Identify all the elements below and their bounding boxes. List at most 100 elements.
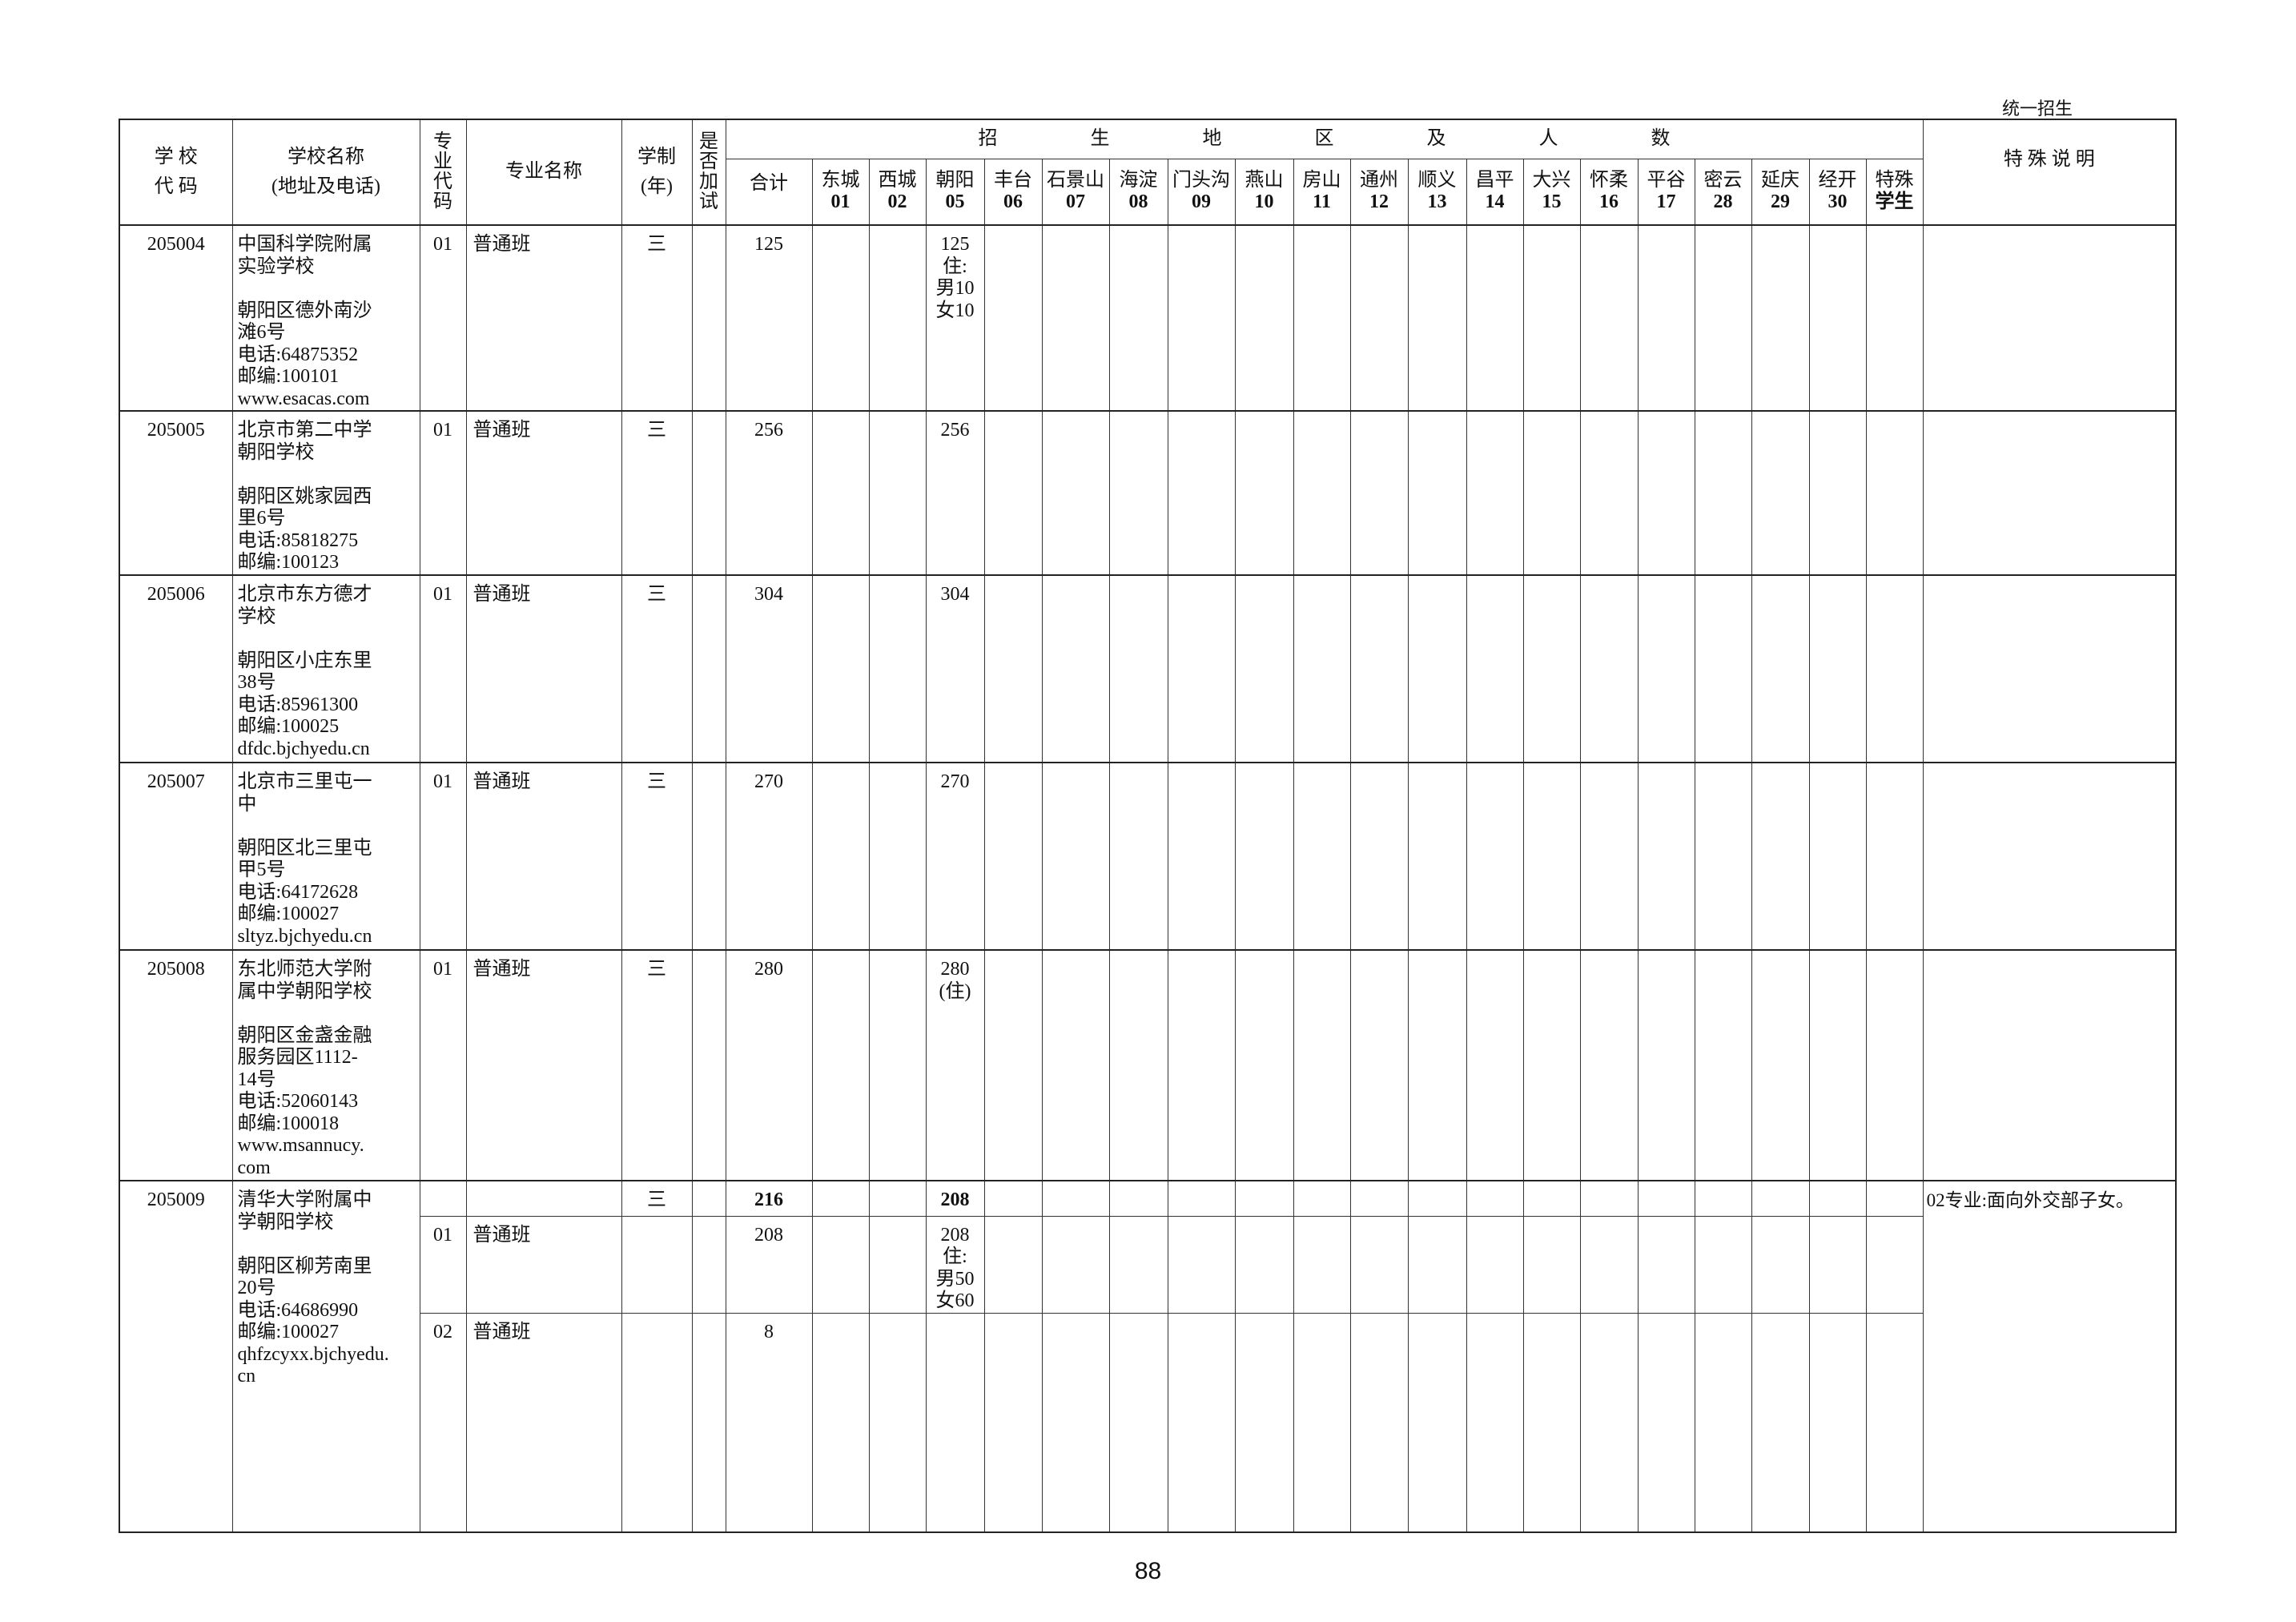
total: 256	[725, 410, 813, 576]
region-count-28	[1694, 1312, 1752, 1533]
region-count-09	[1167, 410, 1236, 576]
region-count-11	[1293, 1312, 1351, 1533]
region-count-14	[1466, 762, 1524, 951]
region-count-29	[1751, 949, 1810, 1181]
region-count-16	[1579, 1215, 1639, 1314]
region-count-01	[811, 1215, 870, 1314]
region-count-29	[1751, 762, 1810, 951]
region-banner-char: 生	[1090, 128, 1110, 149]
region-count-08	[1108, 1215, 1168, 1314]
region-name: 平谷	[1647, 169, 1686, 191]
region-count-12	[1349, 1215, 1409, 1314]
region-count-学生	[1865, 1180, 1924, 1217]
region-count-30	[1808, 574, 1867, 763]
region-count-09	[1167, 762, 1236, 951]
region-count-15	[1522, 410, 1581, 576]
region-name: 丰台	[994, 169, 1032, 191]
region-count-17	[1637, 762, 1695, 951]
major-code: 02	[419, 1312, 467, 1533]
major-name	[465, 1180, 622, 1217]
region-count-16	[1579, 1180, 1639, 1217]
region-count-11	[1293, 1215, 1351, 1314]
region-count-07	[1041, 1312, 1110, 1533]
school-code: 205007	[119, 762, 233, 951]
region-count-30	[1808, 224, 1867, 412]
region-count-29	[1751, 1180, 1810, 1217]
region-code: 14	[1485, 191, 1505, 213]
region-count-29	[1751, 574, 1810, 763]
region-count-29	[1751, 1215, 1810, 1314]
region-count-16	[1579, 224, 1639, 412]
region-count-02	[868, 1312, 927, 1533]
header-region-28: 密云 28	[1694, 158, 1752, 226]
header-region-06: 丰台 06	[983, 158, 1043, 226]
major-code	[419, 1180, 467, 1217]
region-name: 海淀	[1119, 169, 1158, 191]
region-count-学生	[1865, 762, 1924, 951]
region-name: 朝阳	[935, 169, 975, 191]
region-name: 门头沟	[1172, 169, 1230, 191]
region-count-08	[1108, 410, 1168, 576]
major-code: 01	[419, 574, 467, 763]
region-count-07	[1041, 1180, 1110, 1217]
header-region-banner: 招生地区及人数	[725, 119, 1924, 159]
extra-test	[691, 410, 726, 576]
region-count-07	[1041, 949, 1110, 1181]
region-count-02	[868, 224, 927, 412]
region-count-10	[1234, 949, 1294, 1181]
region-name: 大兴	[1532, 169, 1571, 191]
header-region-12: 通州 12	[1349, 158, 1409, 226]
region-count-16	[1579, 410, 1639, 576]
table-row: 205004 中国科学院附属 实验学校 朝阳区德外南沙 滩6号 电话:648753…	[119, 224, 2177, 412]
major-code: 01	[419, 410, 467, 576]
school-code: 205008	[119, 949, 233, 1181]
total: 8	[725, 1312, 813, 1533]
extra-test	[691, 224, 726, 412]
region-code: 30	[1828, 191, 1848, 213]
region-count-30	[1808, 410, 1867, 576]
region-code: 07	[1066, 191, 1085, 213]
region-count-13	[1407, 574, 1467, 763]
region-count-06	[983, 762, 1043, 951]
major-code: 01	[419, 762, 467, 951]
region-count-01	[811, 410, 870, 576]
region-count-02	[868, 1215, 927, 1314]
region-count-07	[1041, 1215, 1110, 1314]
region-count-15	[1522, 1312, 1581, 1533]
header-years: 学制 (年)	[621, 119, 693, 226]
major-name: 普通班	[465, 762, 622, 951]
table-row: 205005 北京市第二中学 朝阳学校 朝阳区姚家园西 里6号 电话:858182…	[119, 410, 2177, 576]
region-count-30	[1808, 949, 1867, 1181]
years: 三	[621, 574, 693, 763]
region-count-16	[1579, 949, 1639, 1181]
region-name: 顺义	[1417, 169, 1457, 191]
region-name: 房山	[1302, 169, 1341, 191]
header-region-08: 海淀 08	[1108, 158, 1168, 226]
region-name: 石景山	[1047, 169, 1104, 191]
region-count-12	[1349, 410, 1409, 576]
region-count-01	[811, 224, 870, 412]
region-count-14	[1466, 1215, 1524, 1314]
region-code: 28	[1713, 191, 1733, 213]
region-count-02	[868, 1180, 927, 1217]
major-name: 普通班	[465, 224, 622, 412]
region-count-09	[1167, 949, 1236, 1181]
header-region-09: 门头沟 09	[1167, 158, 1236, 226]
enrollment-table: 学 校 代 码 学校名称 (地址及电话) 专 业 代 码 专业名称 学制 (年)…	[119, 119, 2177, 1533]
region-count-30	[1808, 1215, 1867, 1314]
region-count-10	[1234, 224, 1294, 412]
region-count-10	[1234, 574, 1294, 763]
region-name: 特殊	[1875, 169, 1914, 191]
region-count-11	[1293, 410, 1351, 576]
header-school-code-line1: 学 校	[154, 146, 198, 167]
region-count-08	[1108, 574, 1168, 763]
special-note	[1922, 762, 2177, 951]
header-region-05: 朝阳 05	[925, 158, 985, 226]
region-count-13	[1407, 224, 1467, 412]
region-count-05: 125 住: 男10 女10	[925, 224, 985, 412]
header-row-1: 学 校 代 码 学校名称 (地址及电话) 专 业 代 码 专业名称 学制 (年)…	[119, 119, 2177, 226]
region-count-10	[1234, 410, 1294, 576]
region-count-08	[1108, 1180, 1168, 1217]
region-count-14	[1466, 1180, 1524, 1217]
region-count-16	[1579, 762, 1639, 951]
